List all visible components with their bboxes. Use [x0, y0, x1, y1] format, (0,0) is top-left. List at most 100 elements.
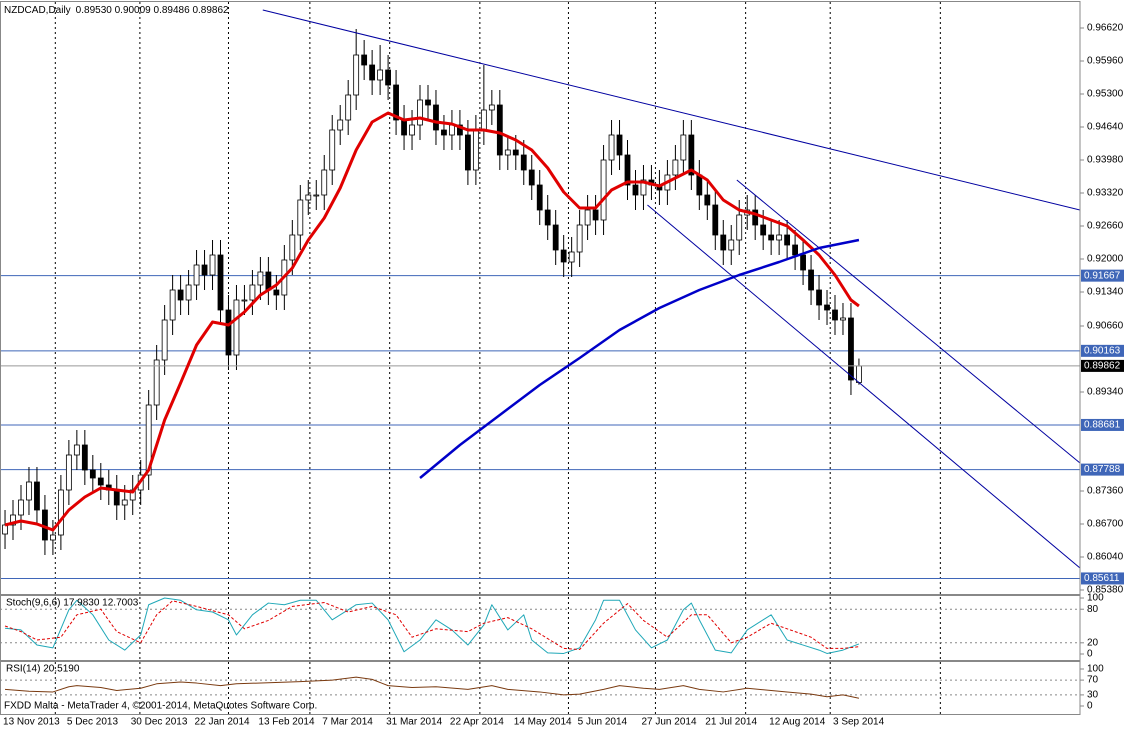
- stoch-panel: [0, 597, 1080, 654]
- footer: FXDD Malta - MetaTrader 4, ©2001-2014, M…: [4, 701, 317, 712]
- y-tick-label: 0.96620: [1087, 23, 1124, 34]
- y-tick-label: 70: [1087, 675, 1099, 686]
- level-label: 0.85611: [1084, 573, 1120, 584]
- candle-body: [321, 169, 328, 196]
- x-tick-label: 27 Jun 2014: [641, 717, 696, 728]
- panel-frame: [0, 1, 1081, 595]
- candle-body: [401, 119, 407, 136]
- x-tick-label: 22 Apr 2014: [450, 717, 504, 728]
- series-line: [419, 238, 860, 479]
- candle-body: [736, 214, 743, 241]
- candle-body: [18, 499, 24, 516]
- candle-body: [273, 289, 280, 296]
- candle-body: [680, 134, 687, 161]
- candle-body: [728, 239, 735, 251]
- y-tick-label: 0.86040: [1087, 552, 1124, 563]
- y-tick-label: 0.93320: [1087, 188, 1124, 199]
- candle-body: [353, 54, 360, 96]
- candle-body: [417, 99, 423, 126]
- candle-body: [472, 129, 479, 171]
- level-label-box: [1081, 463, 1124, 476]
- candle-body: [50, 534, 56, 541]
- candle-body: [433, 104, 439, 131]
- candle-body: [792, 244, 798, 256]
- candle-body: [608, 134, 615, 161]
- trendline: [262, 9, 1080, 211]
- candle-body: [409, 124, 415, 136]
- y-tick-label: 0.95960: [1087, 56, 1124, 67]
- y-tick-label: 30: [1087, 690, 1099, 701]
- candle-body: [696, 174, 703, 196]
- series-line: [4, 600, 859, 651]
- candle-body: [241, 299, 248, 302]
- candle-body: [512, 149, 519, 156]
- y-tick-label: 0.94640: [1087, 122, 1124, 133]
- rsi-title: RSI(14) 20.5190: [6, 664, 80, 675]
- candle-body: [193, 264, 200, 286]
- chart-title: NZDCAD,Daily: [4, 5, 71, 16]
- candle-body: [856, 365, 862, 383]
- level-label-box: [1081, 418, 1124, 431]
- candle-body: [449, 124, 455, 136]
- y-tick-label: 0.87360: [1087, 486, 1124, 497]
- candle-body: [776, 234, 783, 241]
- level-label-box: [1081, 344, 1124, 357]
- candle-body: [297, 199, 304, 236]
- rsi-panel: [0, 676, 1080, 699]
- candle-body: [560, 249, 567, 263]
- candle-body: [425, 99, 431, 106]
- candle-body: [313, 194, 320, 197]
- candle-body: [81, 444, 88, 471]
- y-tick-label: 0.92660: [1087, 221, 1124, 232]
- candle-body: [233, 299, 240, 356]
- candle-body: [441, 129, 447, 136]
- candle-body: [536, 184, 543, 211]
- price-panel: [0, 9, 1080, 579]
- x-tick-label: 13 Nov 2013: [3, 717, 60, 728]
- candle-body: [720, 234, 727, 251]
- candle-body: [457, 124, 463, 136]
- price-label: 0.89862: [1084, 361, 1121, 372]
- series-line: [4, 597, 860, 654]
- candle-body: [712, 204, 719, 236]
- y-tick-label: 0.86700: [1087, 519, 1124, 530]
- candle-body: [121, 499, 128, 506]
- panel-frame: [0, 595, 1081, 661]
- candle-body: [488, 104, 495, 111]
- candle-body: [10, 514, 16, 526]
- y-tick-label: 0.89340: [1087, 387, 1124, 398]
- level-label: 0.90163: [1084, 345, 1121, 356]
- x-tick-label: 5 Dec 2013: [67, 717, 119, 728]
- series-line: [4, 676, 860, 699]
- chart-header: NZDCAD,Daily 0.89530 0.90009 0.89486 0.89…: [4, 5, 229, 16]
- candle-body: [688, 134, 695, 176]
- candle-body: [800, 254, 806, 271]
- y-tick-label: 0.90660: [1087, 321, 1124, 332]
- candle-body: [185, 284, 192, 301]
- candle-body: [760, 224, 767, 236]
- candle-body: [377, 69, 384, 81]
- candle-body: [528, 169, 535, 186]
- candle-body: [289, 234, 296, 261]
- level-label: 0.91667: [1084, 270, 1121, 281]
- candle-body: [305, 194, 312, 201]
- panel-frame: [0, 661, 1081, 715]
- y-tick-label: 80: [1087, 604, 1099, 615]
- candle-body: [600, 159, 607, 221]
- candle-body: [201, 264, 208, 276]
- candle-body: [544, 209, 551, 226]
- candle-body: [249, 284, 256, 301]
- candle-body: [480, 109, 487, 131]
- y-tick-label: 0: [1087, 649, 1093, 660]
- candle-body: [504, 149, 511, 156]
- candle-body: [97, 477, 104, 486]
- x-tick-label: 22 Jan 2014: [195, 717, 250, 728]
- candle-body: [632, 184, 639, 196]
- candle-body: [361, 54, 368, 66]
- candle-body: [329, 129, 336, 171]
- y-tick-label: 0.85380: [1087, 585, 1124, 596]
- candle-body: [520, 154, 527, 171]
- level-label-box: [1081, 269, 1124, 282]
- candle-body: [784, 234, 791, 246]
- candle-body: [73, 444, 80, 456]
